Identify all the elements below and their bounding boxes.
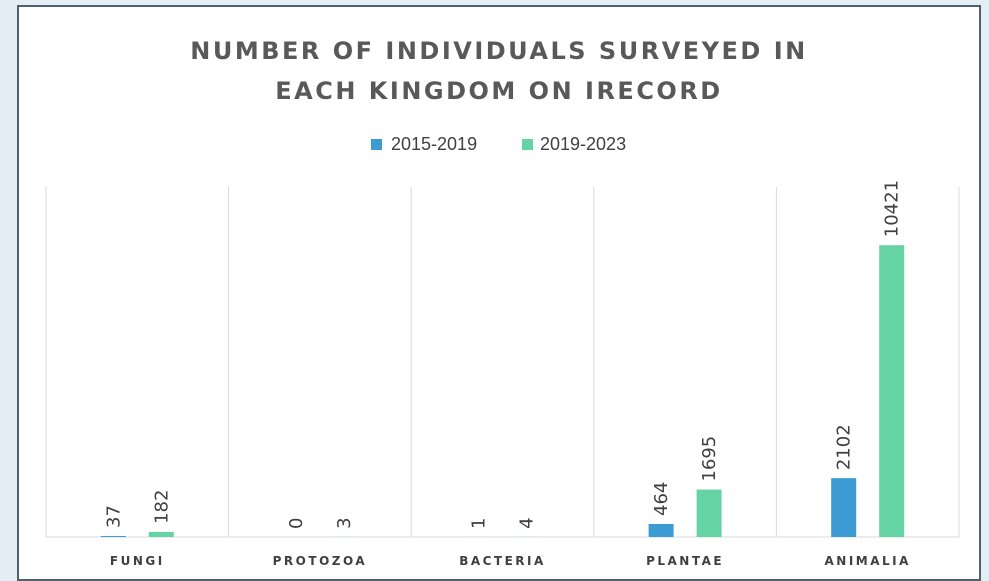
legend-swatch-2015-2019 [371,139,382,150]
category-labels: FUNGI PROTOZOA BACTERIA PLANTAE ANIMALIA [110,554,911,568]
legend-swatch-2019-2023 [522,139,533,150]
data-label: 2102 [834,424,855,470]
category-label-bacteria: BACTERIA [459,554,546,568]
bar-2019-2023-fungi [149,532,174,537]
bars [101,245,904,537]
bar-2019-2023-animalia [879,245,904,537]
bar-2015-2019-fungi [101,536,126,537]
chart-title-line-2: EACH KINGDOM ON IRECORD [275,77,722,105]
category-separators [46,187,959,537]
category-label-plantae: PLANTAE [646,554,724,568]
data-label: 182 [151,490,172,524]
data-label: 37 [103,505,124,528]
bar-2015-2019-animalia [831,478,856,537]
bar-2015-2019-plantae [649,524,674,537]
data-label: 3 [334,517,355,528]
legend-label-2019-2023: 2019-2023 [540,134,626,154]
data-label: 4 [517,517,538,528]
chart: NUMBER OF INDIVIDUALS SURVEYED IN EACH K… [19,7,983,577]
data-label: 1 [469,518,490,529]
data-label: 10421 [882,180,903,237]
data-label: 464 [651,482,672,516]
category-label-animalia: ANIMALIA [824,554,910,568]
legend-label-2015-2019: 2015-2019 [391,134,477,154]
data-label: 1695 [699,436,720,482]
category-label-protozoa: PROTOZOA [273,554,368,568]
legend: 2015-2019 2019-2023 [371,134,626,154]
category-label-fungi: FUNGI [110,554,165,568]
data-label: 0 [286,518,307,529]
data-labels: 37 0 1 464 2102 182 3 4 1695 10421 [103,180,902,529]
chart-frame: NUMBER OF INDIVIDUALS SURVEYED IN EACH K… [17,5,981,581]
bar-2019-2023-plantae [697,490,722,537]
chart-title-line-1: NUMBER OF INDIVIDUALS SURVEYED IN [190,37,807,65]
